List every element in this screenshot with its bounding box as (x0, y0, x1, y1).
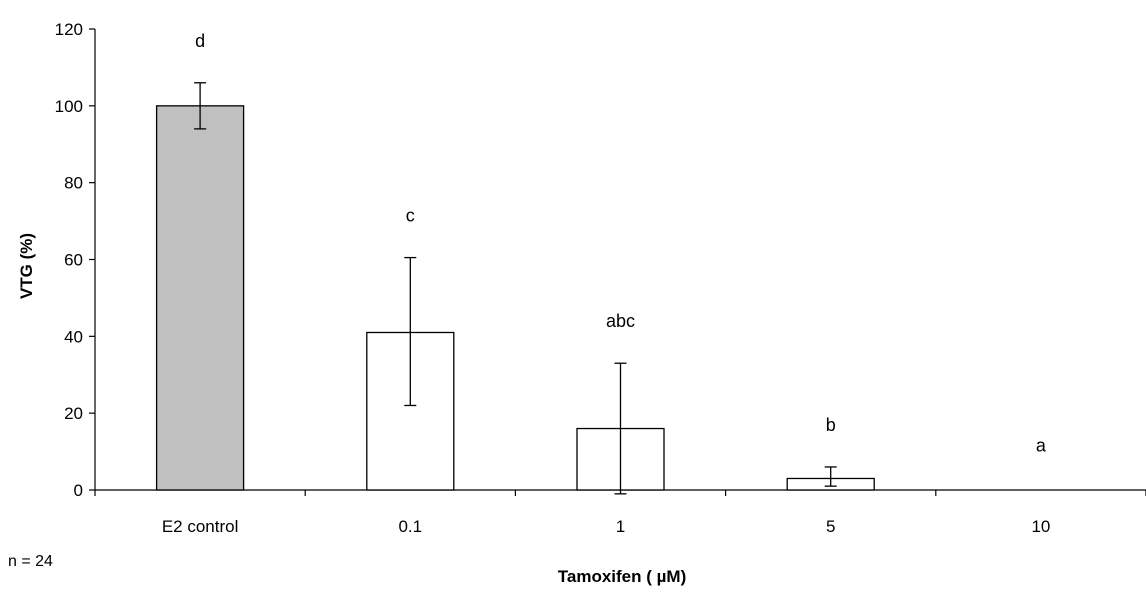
x-tick-label: 5 (826, 517, 835, 536)
significance-letters: d c abc b a (195, 31, 1047, 456)
sample-size-annotation: n = 24 (8, 553, 53, 570)
error-bar (824, 466, 837, 487)
error-bar (404, 256, 417, 407)
y-axis-label: VTG (%) (17, 233, 36, 299)
x-ticks: E2 control 0.1 1 5 10 (94, 490, 1146, 536)
significance-letter: abc (606, 311, 635, 331)
x-axis-label: Tamoxifen ( µM) (558, 567, 686, 586)
bar (155, 105, 245, 491)
x-tick-label: E2 control (162, 517, 239, 536)
x-tick-label: 1 (616, 517, 625, 536)
y-tick-label: 60 (64, 251, 83, 270)
y-ticks: 0 20 40 60 80 100 120 (55, 20, 95, 500)
x-tick-label: 0.1 (398, 517, 422, 536)
y-tick-label: 0 (74, 481, 83, 500)
x-axis: E2 control 0.1 1 5 10 (94, 489, 1146, 536)
y-tick-label: 80 (64, 174, 83, 193)
bars (155, 105, 875, 491)
y-axis: 0 20 40 60 80 100 120 (55, 20, 96, 500)
significance-letter: d (195, 31, 205, 51)
y-tick-label: 40 (64, 327, 83, 346)
significance-letter: b (826, 415, 836, 435)
significance-letter: a (1036, 436, 1047, 456)
x-tick-label: 10 (1031, 517, 1050, 536)
significance-letter: c (406, 206, 415, 226)
error-bar (614, 362, 627, 495)
error-bar (194, 82, 207, 130)
error-bars (194, 82, 837, 495)
y-tick-label: 20 (64, 404, 83, 423)
y-tick-label: 100 (55, 97, 83, 116)
y-tick-label: 120 (55, 20, 83, 39)
